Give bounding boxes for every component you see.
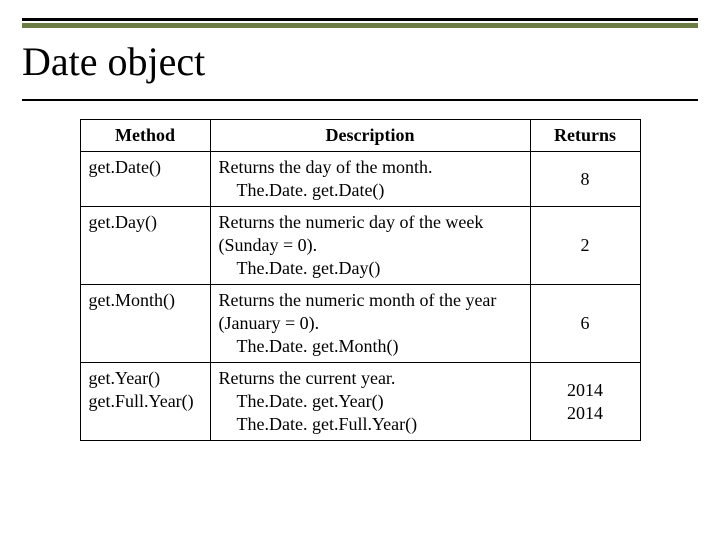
table-row: get.Date()Returns the day of the month.T…: [80, 152, 640, 207]
returns-cell: 6: [530, 285, 640, 363]
description-cell: Returns the numeric month of the year (J…: [210, 285, 530, 363]
returns-cell: 8: [530, 152, 640, 207]
description-cell: Returns the day of the month.The.Date. g…: [210, 152, 530, 207]
methods-table-wrap: Method Description Returns get.Date()Ret…: [0, 119, 720, 441]
col-description: Description: [210, 120, 530, 152]
description-code: The.Date. get.Full.Year(): [219, 413, 522, 436]
description-code: The.Date. get.Month(): [219, 335, 522, 358]
description-cell: Returns the numeric day of the week (Sun…: [210, 207, 530, 285]
method-cell: get.Year() get.Full.Year(): [80, 363, 210, 441]
top-rule: [22, 18, 698, 21]
method-cell: get.Date(): [80, 152, 210, 207]
table-row: get.Year() get.Full.Year()Returns the cu…: [80, 363, 640, 441]
col-returns: Returns: [530, 120, 640, 152]
description-code: The.Date. get.Day(): [219, 257, 522, 280]
description-text: Returns the numeric month of the year (J…: [219, 290, 497, 333]
method-cell: get.Month(): [80, 285, 210, 363]
mid-rule: [22, 99, 698, 101]
description-cell: Returns the current year.The.Date. get.Y…: [210, 363, 530, 441]
description-code: The.Date. get.Date(): [219, 179, 522, 202]
table-header-row: Method Description Returns: [80, 120, 640, 152]
returns-cell: 20142014: [530, 363, 640, 441]
table-row: get.Day()Returns the numeric day of the …: [80, 207, 640, 285]
description-text: Returns the day of the month.: [219, 157, 433, 177]
description-text: Returns the numeric day of the week (Sun…: [219, 212, 484, 255]
col-method: Method: [80, 120, 210, 152]
description-code: The.Date. get.Year(): [219, 390, 522, 413]
accent-rule: [22, 23, 698, 28]
method-cell: get.Day(): [80, 207, 210, 285]
table-row: get.Month()Returns the numeric month of …: [80, 285, 640, 363]
page-title: Date object: [22, 38, 720, 85]
methods-table: Method Description Returns get.Date()Ret…: [80, 119, 641, 441]
description-text: Returns the current year.: [219, 368, 396, 388]
returns-cell: 2: [530, 207, 640, 285]
